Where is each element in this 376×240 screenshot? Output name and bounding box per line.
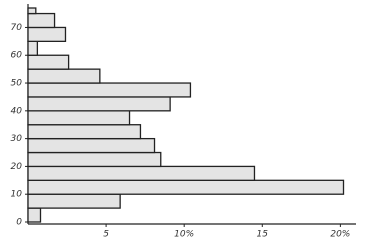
bar <box>27 207 42 223</box>
y-tick-label: 70 <box>11 23 23 33</box>
bar <box>27 124 142 140</box>
x-tick-label: 20% <box>330 230 350 240</box>
bar <box>27 12 56 29</box>
bar <box>27 82 192 98</box>
y-tick-label: 60 <box>11 51 23 61</box>
bar <box>27 179 345 195</box>
bar <box>27 40 39 56</box>
x-tick-label: 15 <box>257 230 269 240</box>
y-tick-label: 30 <box>11 134 23 144</box>
bar <box>27 96 171 112</box>
bar <box>27 193 121 209</box>
bar <box>27 54 70 70</box>
bar <box>27 165 256 181</box>
y-tick-label: 50 <box>11 79 23 89</box>
bar <box>27 110 131 126</box>
x-tick-label: 10% <box>174 230 194 240</box>
x-tick-label: 5 <box>103 230 109 240</box>
bar <box>27 137 156 154</box>
bar <box>27 151 162 168</box>
bar <box>27 7 37 15</box>
y-tick-label: 40 <box>11 106 23 116</box>
bar <box>27 26 67 43</box>
y-tick-label: 10 <box>11 190 23 200</box>
bar <box>27 68 101 84</box>
y-tick-label: 20 <box>11 162 23 172</box>
y-tick-label: 0 <box>16 218 22 228</box>
